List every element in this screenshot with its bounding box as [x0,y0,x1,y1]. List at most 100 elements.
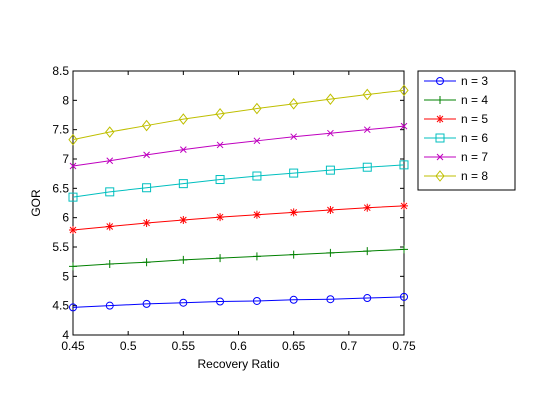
legend-box [417,70,516,191]
marker-plus [326,248,335,257]
series-3 [69,201,408,234]
legend-label: n = 8 [461,169,488,183]
marker-plus [252,252,261,261]
x-tick-label: 0.75 [392,339,416,353]
series-line [72,164,405,198]
marker-circle [326,295,335,304]
marker-diamond [252,102,262,115]
marker-circle [105,301,114,310]
marker-square [178,179,188,189]
marker-plus [69,262,77,271]
marker-star [142,218,151,227]
marker-plus [400,245,408,254]
marker-x [327,129,334,137]
series-line [72,205,405,231]
marker-diamond [399,84,409,97]
marker-square [435,133,445,143]
x-tick-label: 0.55 [172,339,196,353]
marker-square [142,183,152,193]
series-1 [69,292,408,312]
marker-diamond [435,170,445,182]
x-tick-label: 0.6 [230,339,247,353]
marker-circle [436,77,444,85]
marker-x [436,153,444,161]
series-line [72,296,405,308]
marker-square [252,171,262,181]
marker-square [325,165,335,175]
marker-plus [436,96,444,104]
marker-star [216,213,225,222]
marker-diamond [289,98,299,110]
marker-x [363,126,371,134]
y-tick-label: 5.5 [52,240,69,254]
marker-diamond [325,93,336,105]
y-tick-label: 7 [62,152,69,166]
marker-x [69,162,77,170]
marker-plus [289,250,298,259]
marker-x [179,146,187,153]
y-tick-label: 4 [62,328,69,342]
marker-x [400,122,408,130]
marker-circle [363,294,372,303]
marker-circle [400,292,408,301]
marker-star [69,225,77,234]
marker-plus [105,260,114,269]
legend-label: n = 7 [461,150,488,164]
legend-label: n = 4 [461,93,488,107]
legend-label: n = 5 [461,112,488,126]
legend-item: n = 6 [424,131,488,145]
y-tick-label: 4.5 [52,299,69,313]
legend-item: n = 7 [424,150,488,164]
legend-label: n = 6 [461,131,488,145]
y-tick-label: 7.5 [52,123,69,137]
y-axis-label: GOR [29,189,43,217]
marker-square [399,160,409,170]
marker-plus [363,247,372,256]
marker-diamond [362,88,372,101]
marker-square [362,162,372,172]
series-line [72,248,405,267]
x-tick-label: 0.45 [61,339,85,353]
series-4 [68,160,409,202]
marker-circle [142,299,151,308]
marker-star [326,206,335,215]
marker-star [436,115,444,123]
marker-circle [179,298,188,307]
marker-circle [252,296,261,305]
series-layer [68,84,409,312]
marker-x [253,137,261,145]
marker-star [289,208,298,217]
marker-diamond [178,113,188,125]
series-2 [69,245,408,271]
marker-star [179,216,188,225]
marker-circle [69,303,77,312]
marker-x [290,133,298,141]
legend: n = 3 n = 4 n = 5 n = 6 n = 7 n = 8 [417,70,516,191]
y-tick-label: 6.5 [52,181,69,195]
y-tick-label: 8 [62,93,69,107]
x-tick-label: 0.65 [282,339,306,353]
marker-square [68,192,78,202]
legend-item: n = 3 [424,74,488,88]
series-line [72,89,405,141]
y-tick-label: 6 [62,211,69,225]
marker-x [143,151,150,159]
marker-star [252,210,261,219]
marker-plus [142,258,151,267]
marker-star [105,222,114,231]
legend-item: n = 5 [424,112,488,126]
marker-diamond [68,133,78,146]
marker-diamond [141,119,152,132]
marker-diamond [105,126,115,138]
series-5 [69,122,408,170]
axis-ticks: 0.45 0.5 0.55 0.6 0.65 0.7 0.75 4 4.5 5 5.5 6 6.5 7 7.… [52,64,416,353]
marker-square [289,168,299,178]
plot-area [72,70,405,336]
marker-star [400,201,408,210]
marker-circle [289,295,298,304]
marker-circle [216,297,225,306]
legend-item: n = 8 [424,169,488,183]
marker-star [363,203,372,212]
legend-label: n = 3 [461,74,488,88]
